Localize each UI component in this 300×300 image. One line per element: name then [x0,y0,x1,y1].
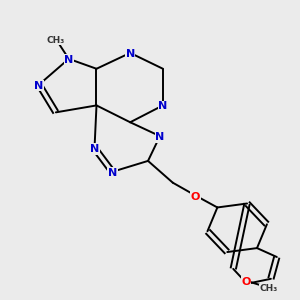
Text: CH₃: CH₃ [260,284,278,293]
Text: N: N [158,101,167,111]
Text: N: N [108,168,117,178]
Text: CH₃: CH₃ [47,35,65,44]
Text: N: N [34,81,44,91]
Text: O: O [242,277,251,287]
Text: N: N [126,49,135,59]
Text: N: N [155,132,164,142]
Text: N: N [90,144,99,154]
Text: N: N [64,55,74,65]
Text: O: O [191,192,200,202]
